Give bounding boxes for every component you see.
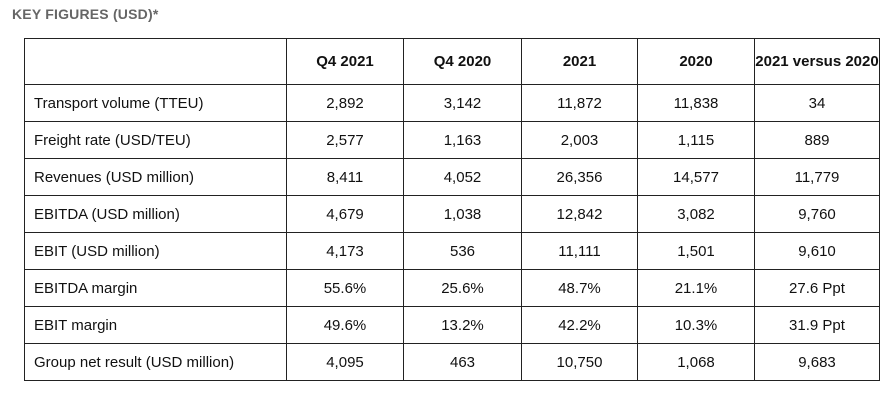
table-cell: 3,142 [403, 84, 522, 122]
column-header-q4-2020: Q4 2020 [403, 38, 522, 85]
table-cell: 11,872 [521, 84, 638, 122]
row-label: EBITDA margin [24, 269, 287, 307]
table-row: Revenues (USD million) 8,411 4,052 26,35… [24, 158, 880, 196]
table-cell: 21.1% [637, 269, 755, 307]
table-cell: 49.6% [286, 306, 404, 344]
table-cell: 4,173 [286, 232, 404, 270]
table-row: Group net result (USD million) 4,095 463… [24, 343, 880, 381]
row-label: Freight rate (USD/TEU) [24, 121, 287, 159]
table-cell: 10.3% [637, 306, 755, 344]
table-cell: 536 [403, 232, 522, 270]
table-cell: 9,683 [754, 343, 880, 381]
row-label: EBITDA (USD million) [24, 195, 287, 233]
table-cell: 4,679 [286, 195, 404, 233]
table-cell: 9,610 [754, 232, 880, 270]
table-cell: 10,750 [521, 343, 638, 381]
column-header-2021: 2021 [521, 38, 638, 85]
table-cell: 26,356 [521, 158, 638, 196]
row-label: EBIT margin [24, 306, 287, 344]
table-cell: 2,003 [521, 121, 638, 159]
table-cell: 27.6 Ppt [754, 269, 880, 307]
table-row: EBIT (USD million) 4,173 536 11,111 1,50… [24, 232, 880, 270]
table-cell: 1,038 [403, 195, 522, 233]
table-cell: 1,163 [403, 121, 522, 159]
table-row: EBIT margin 49.6% 13.2% 42.2% 10.3% 31.9… [24, 306, 880, 344]
table-cell: 4,052 [403, 158, 522, 196]
page-title: KEY FIGURES (USD)* [12, 6, 159, 22]
row-label: Revenues (USD million) [24, 158, 287, 196]
table-row: EBITDA (USD million) 4,679 1,038 12,842 … [24, 195, 880, 233]
table-row: Transport volume (TTEU) 2,892 3,142 11,8… [24, 84, 880, 122]
table-cell: 1,501 [637, 232, 755, 270]
table-cell: 2,577 [286, 121, 404, 159]
row-label: Transport volume (TTEU) [24, 84, 287, 122]
table-cell: 1,115 [637, 121, 755, 159]
table-cell: 12,842 [521, 195, 638, 233]
table-cell: 1,068 [637, 343, 755, 381]
table-row: Freight rate (USD/TEU) 2,577 1,163 2,003… [24, 121, 880, 159]
key-figures-table: Q4 2021 Q4 2020 2021 2020 2021 versus 20… [24, 38, 880, 381]
table-cell: 4,095 [286, 343, 404, 381]
table-cell: 31.9 Ppt [754, 306, 880, 344]
row-label: Group net result (USD million) [24, 343, 287, 381]
table-cell: 14,577 [637, 158, 755, 196]
table-cell: 11,111 [521, 232, 638, 270]
table-cell: 889 [754, 121, 880, 159]
table-cell: 9,760 [754, 195, 880, 233]
table-header-row: Q4 2021 Q4 2020 2021 2020 2021 versus 20… [24, 38, 880, 85]
table-cell: 42.2% [521, 306, 638, 344]
table-cell: 13.2% [403, 306, 522, 344]
table-cell: 11,779 [754, 158, 880, 196]
table-cell: 463 [403, 343, 522, 381]
table-cell: 48.7% [521, 269, 638, 307]
table-cell: 34 [754, 84, 880, 122]
column-header-2020: 2020 [637, 38, 755, 85]
column-header-q4-2021: Q4 2021 [286, 38, 404, 85]
table-cell: 25.6% [403, 269, 522, 307]
column-header-2021-versus-2020: 2021 versus 2020 [754, 38, 880, 85]
table-cell: 55.6% [286, 269, 404, 307]
table-cell: 3,082 [637, 195, 755, 233]
table-cell: 11,838 [637, 84, 755, 122]
column-header-empty [24, 38, 287, 85]
table-cell: 2,892 [286, 84, 404, 122]
table-cell: 8,411 [286, 158, 404, 196]
row-label: EBIT (USD million) [24, 232, 287, 270]
table-row: EBITDA margin 55.6% 25.6% 48.7% 21.1% 27… [24, 269, 880, 307]
